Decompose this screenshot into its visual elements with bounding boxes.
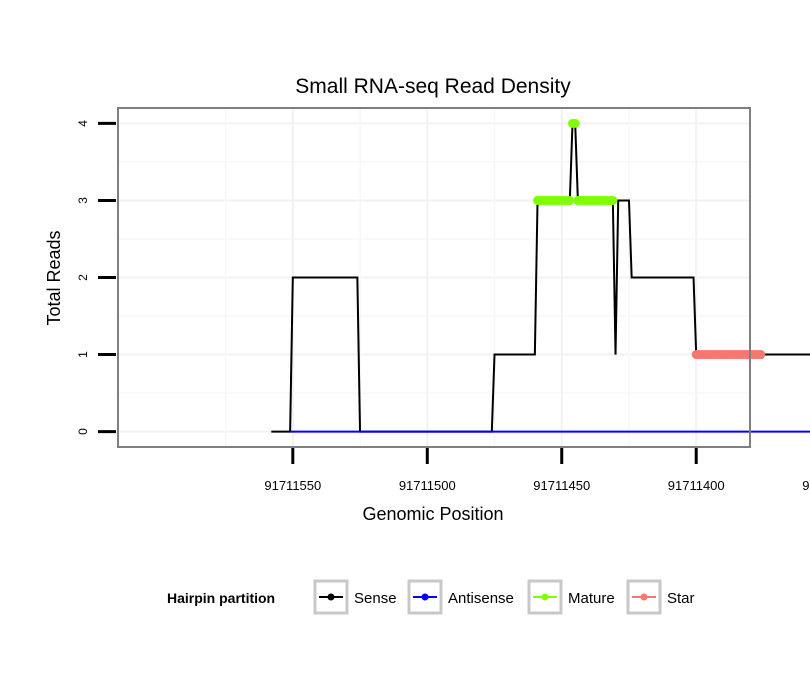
mature-point bbox=[570, 118, 580, 128]
x-tick-label: 91711450 bbox=[533, 478, 590, 493]
x-tick-label: 91711550 bbox=[264, 478, 321, 493]
mature-point bbox=[565, 195, 575, 205]
y-tick-label: 4 bbox=[76, 120, 90, 127]
x-axis-title: Genomic Position bbox=[362, 504, 503, 524]
x-tick-label: 91711400 bbox=[668, 478, 725, 493]
y-axis: 0 1 2 3 4 bbox=[76, 120, 116, 435]
legend-key-point-star bbox=[640, 593, 648, 601]
legend-label-sense: Sense bbox=[354, 590, 397, 607]
x-tick-label: 91711500 bbox=[399, 478, 456, 493]
plot-border bbox=[117, 107, 751, 448]
chart-title: Small RNA-seq Read Density bbox=[295, 75, 571, 98]
legend-label-mature: Mature bbox=[568, 590, 615, 607]
legend-key-point-antisense bbox=[421, 593, 429, 601]
star-point bbox=[756, 350, 766, 360]
y-tick-label: 1 bbox=[76, 351, 90, 358]
y-tick-label: 0 bbox=[76, 428, 90, 435]
x-axis: 91711550 91711500 91711450 91711400 91711350 bbox=[264, 448, 810, 493]
y-axis-title: Total Reads bbox=[44, 230, 64, 325]
x-tick-label: 91711350 bbox=[802, 478, 810, 493]
legend-title: Hairpin partition bbox=[167, 590, 275, 606]
series-layer bbox=[271, 118, 810, 433]
y-tick-label: 2 bbox=[76, 274, 90, 281]
mature-point bbox=[608, 195, 618, 205]
legend: Hairpin partition Sense Antisense Mature St… bbox=[167, 579, 695, 615]
legend-key-point-sense bbox=[327, 593, 335, 601]
legend-label-antisense: Antisense bbox=[448, 590, 514, 607]
legend-label-star: Star bbox=[667, 590, 695, 607]
y-tick-label: 3 bbox=[76, 197, 90, 204]
legend-key-point-mature bbox=[541, 593, 549, 601]
